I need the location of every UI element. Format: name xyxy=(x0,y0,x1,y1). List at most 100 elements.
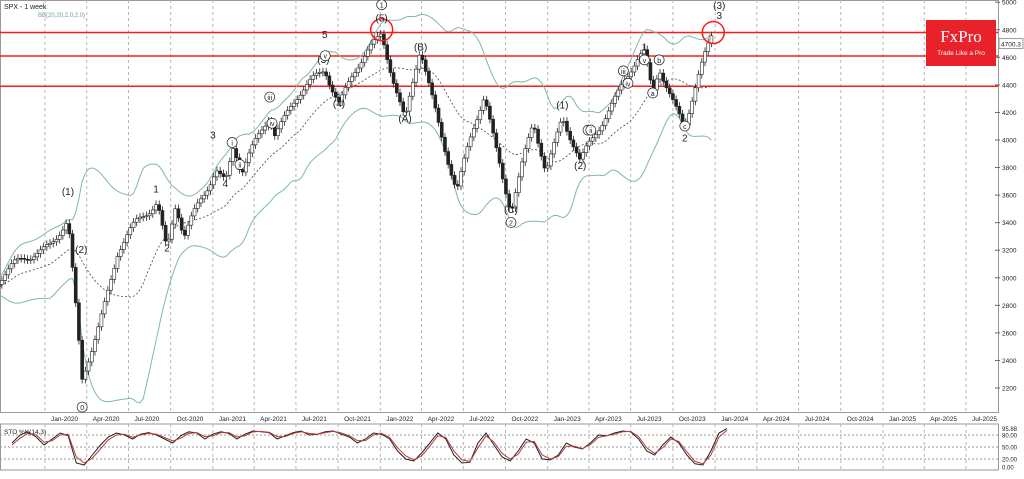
candle-body xyxy=(103,302,106,314)
candle xyxy=(315,69,318,79)
wave-label: (A) xyxy=(398,114,411,125)
stochastic-tick-label: 0.00 xyxy=(1002,466,1014,472)
candle xyxy=(196,199,199,213)
candle-body xyxy=(334,92,337,97)
candle-body xyxy=(418,55,421,69)
candle xyxy=(521,158,524,181)
candle-body xyxy=(517,177,520,193)
candle xyxy=(399,89,402,106)
candle-body xyxy=(559,122,562,132)
wave-label: 2 xyxy=(164,244,170,255)
candle xyxy=(601,121,604,135)
x-tick-label: Jul-2023 xyxy=(637,416,662,423)
candle-body xyxy=(453,175,456,184)
candle-body xyxy=(415,69,418,82)
candle-body xyxy=(691,101,694,113)
x-tick-label: Oct-2022 xyxy=(512,416,539,423)
candle-body xyxy=(614,96,617,103)
chart-title: SPX - 1 week xyxy=(4,4,47,11)
candle xyxy=(482,96,485,115)
candle xyxy=(665,77,668,92)
candle xyxy=(177,205,180,222)
candle-body xyxy=(707,43,710,52)
candle-body xyxy=(431,83,434,95)
candle xyxy=(132,218,135,232)
candle-body xyxy=(167,239,170,241)
candle xyxy=(199,195,202,207)
candle-body xyxy=(254,138,257,144)
candle xyxy=(103,297,106,318)
candle xyxy=(318,68,321,77)
candle xyxy=(142,212,145,221)
candle xyxy=(312,71,315,83)
candle-body xyxy=(187,225,190,235)
x-tick-label: Jul-2022 xyxy=(469,416,494,423)
candle xyxy=(504,175,507,198)
candle xyxy=(517,173,520,197)
candle-body xyxy=(248,153,251,162)
candle xyxy=(129,224,132,239)
candle-body xyxy=(655,79,658,90)
candle xyxy=(277,125,280,140)
candle xyxy=(543,152,546,172)
logo-brand: FxPro xyxy=(926,28,996,46)
candle-body xyxy=(309,79,312,84)
candle xyxy=(527,133,530,152)
candle xyxy=(633,62,636,76)
x-tick-label: Jul-2021 xyxy=(302,416,327,423)
candle-body xyxy=(183,230,186,235)
x-tick-label: Jan-2021 xyxy=(219,416,246,423)
candle xyxy=(604,115,607,130)
candle xyxy=(77,299,80,345)
candle-body xyxy=(424,60,427,72)
candle xyxy=(100,310,103,331)
candle-body xyxy=(26,259,29,260)
candle xyxy=(116,252,119,272)
wave-label: 1 xyxy=(153,184,159,195)
candle xyxy=(148,210,151,220)
bollinger-middle-band xyxy=(0,68,711,297)
candle xyxy=(68,219,71,237)
candle-body xyxy=(148,214,151,216)
candle-body xyxy=(562,121,565,122)
logo-tagline: Trade Like a Pro xyxy=(926,50,996,57)
candle-body xyxy=(32,257,35,260)
candle-body xyxy=(373,40,376,45)
candle-body xyxy=(154,205,157,210)
candle xyxy=(110,275,113,294)
candle-body xyxy=(289,107,292,111)
candle xyxy=(553,138,556,158)
wave-label: 1 xyxy=(380,3,384,10)
candle xyxy=(10,259,13,273)
candle xyxy=(614,92,617,107)
candle xyxy=(617,86,620,100)
wave-label: ii xyxy=(589,128,593,135)
candle-body xyxy=(312,75,315,79)
candle-body xyxy=(585,146,588,153)
wave-label: 0 xyxy=(80,405,84,412)
candle-body xyxy=(126,235,129,243)
candle-body xyxy=(61,230,64,235)
candle-body xyxy=(142,217,145,218)
x-tick-label: Jul-2020 xyxy=(134,416,159,423)
candle xyxy=(565,117,568,135)
candle-body xyxy=(704,52,707,63)
candle-body xyxy=(450,164,453,175)
candle-body xyxy=(219,171,222,174)
candle-body xyxy=(196,203,199,209)
candle xyxy=(203,191,206,203)
candle-body xyxy=(58,236,61,240)
candle-body xyxy=(636,60,639,66)
x-tick-label: Jul-2025 xyxy=(972,416,997,423)
candle-body xyxy=(440,122,443,137)
candle xyxy=(700,58,703,79)
candle xyxy=(180,214,183,234)
candle xyxy=(415,65,418,87)
candle-body xyxy=(90,352,93,362)
x-tick-label: Jan-2025 xyxy=(889,416,916,423)
candle-body xyxy=(171,224,174,239)
x-tick-label: Jul-2024 xyxy=(805,416,830,423)
candle-body xyxy=(264,126,267,130)
candle-body xyxy=(501,163,504,179)
x-tick-label: Apr-2022 xyxy=(428,416,455,423)
